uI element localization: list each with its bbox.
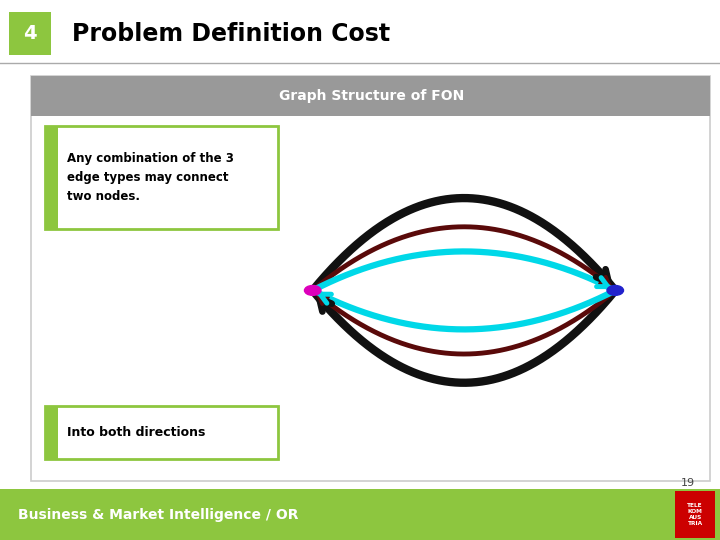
- FancyBboxPatch shape: [45, 126, 279, 229]
- FancyBboxPatch shape: [0, 489, 720, 540]
- Text: Into both directions: Into both directions: [66, 426, 205, 440]
- Circle shape: [305, 286, 321, 295]
- Circle shape: [607, 286, 624, 295]
- Text: 19: 19: [680, 478, 695, 488]
- FancyBboxPatch shape: [675, 491, 715, 538]
- FancyBboxPatch shape: [45, 406, 58, 460]
- Text: Problem Definition Cost: Problem Definition Cost: [72, 22, 390, 46]
- FancyBboxPatch shape: [9, 12, 51, 56]
- FancyBboxPatch shape: [45, 126, 58, 229]
- FancyBboxPatch shape: [45, 406, 279, 460]
- FancyBboxPatch shape: [31, 76, 710, 481]
- Text: 4: 4: [24, 24, 37, 43]
- Text: Business & Market Intelligence / OR: Business & Market Intelligence / OR: [18, 508, 299, 522]
- Text: TELE
KOM
AUS
TRIA: TELE KOM AUS TRIA: [688, 503, 703, 525]
- FancyBboxPatch shape: [31, 76, 710, 116]
- Text: Any combination of the 3
edge types may connect
two nodes.: Any combination of the 3 edge types may …: [66, 152, 233, 203]
- Text: Graph Structure of FON: Graph Structure of FON: [279, 89, 464, 103]
